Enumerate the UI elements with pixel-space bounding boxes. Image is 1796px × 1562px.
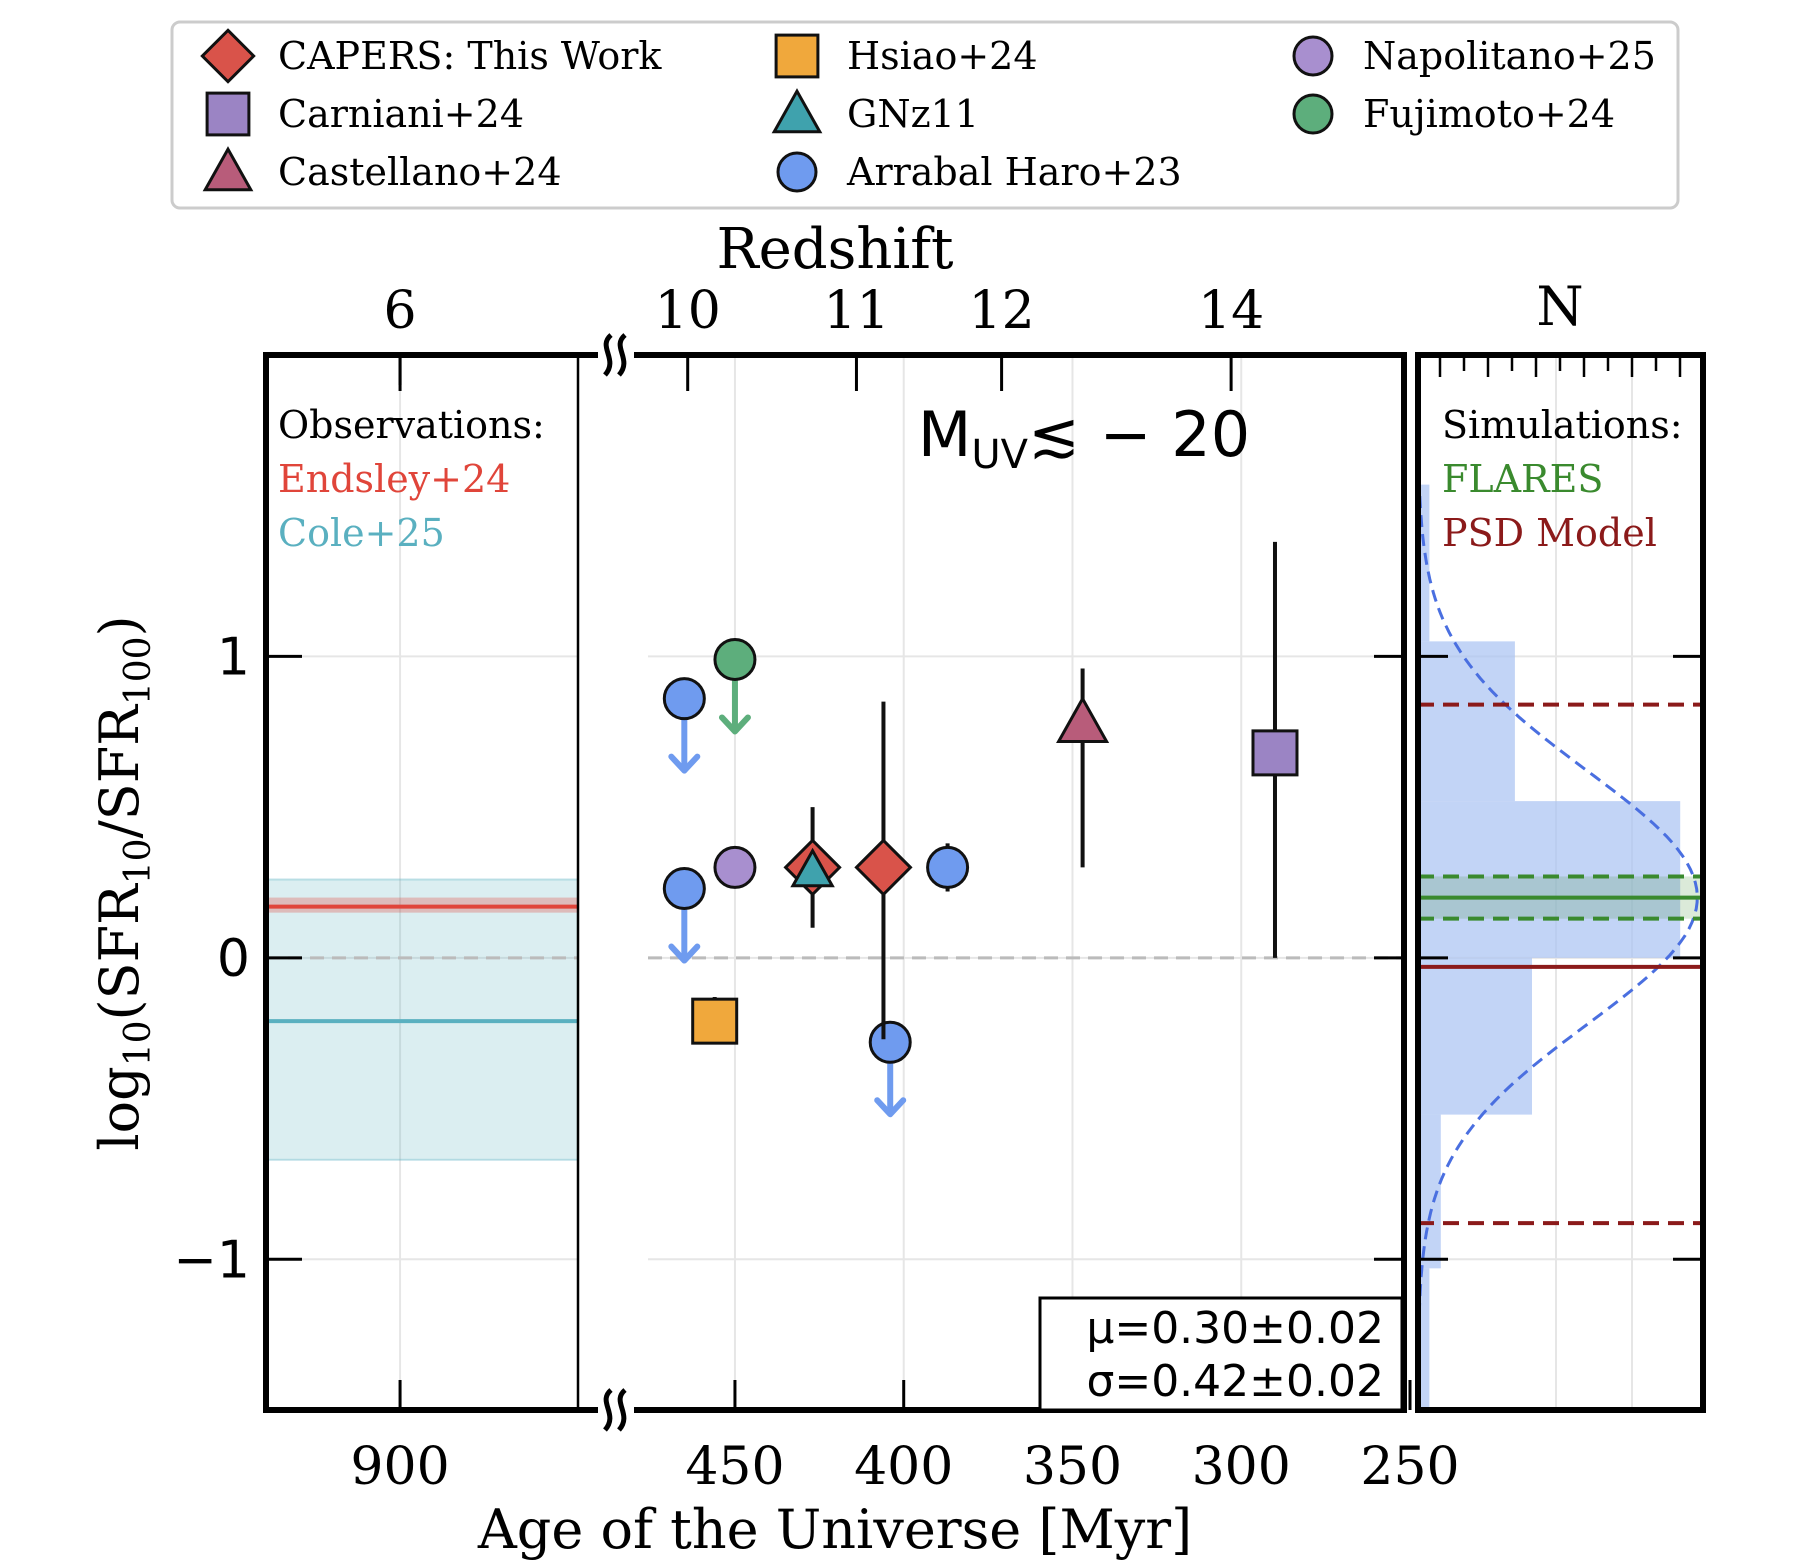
legend-label-gnz11: GNz11: [847, 92, 979, 136]
axis-break-bottom: [602, 1388, 613, 1432]
y-tick-label: 1: [217, 627, 250, 687]
simulation-label-flares: FLARES: [1442, 457, 1603, 501]
legend-label-napolitano-25: Napolitano+25: [1363, 34, 1656, 78]
legend-label-fujimoto-24: Fujimoto+24: [1363, 92, 1615, 136]
chart-title: MUV≲ − 20: [918, 398, 1250, 478]
histogram-bar: [1418, 1114, 1441, 1269]
redshift-tick-label: 12: [969, 281, 1035, 341]
legend-label-carniani-24: Carniani+24: [278, 92, 524, 136]
legend-marker-napolitano-25: [1292, 35, 1334, 77]
legend-marker-hsiao-24: [774, 33, 820, 79]
legend-label-capers-this-work: CAPERS: This Work: [278, 34, 662, 78]
x-tick-label: 900: [350, 1437, 449, 1497]
y-tick-label: 0: [217, 929, 250, 989]
y-axis-title: log10(SFR10/SFR100): [88, 615, 159, 1150]
stats-sigma: σ=0.42±0.02: [1086, 1356, 1384, 1407]
simulations-heading: Simulations:: [1442, 403, 1683, 447]
observation-label-cole-25: Cole+25: [278, 511, 445, 555]
fujimoto-24-upper-limit-arrowhead: [718, 714, 751, 735]
legend-marker-fujimoto-24: [1292, 93, 1334, 135]
legend: CAPERS: This Work Carniani+24 Castellano+2…: [170, 20, 1680, 210]
legend-label-hsiao-24: Hsiao+24: [847, 34, 1038, 78]
capers-this-work-point: [854, 838, 913, 897]
redshift-tick-label: 10: [655, 281, 721, 341]
stats-mu: μ=0.30±0.02: [1086, 1303, 1384, 1354]
legend-label-arrabal-haro-23: Arrabal Haro+23: [846, 150, 1182, 194]
axis-break-bottom-mask: [598, 1388, 634, 1432]
legend-marker-gnz11: [771, 88, 823, 134]
castellano-24-point: [1056, 695, 1110, 743]
legend-marker-carniani-24: [205, 91, 251, 137]
histogram-bar: [1418, 1268, 1430, 1410]
redshift-tick-label: 14: [1198, 281, 1264, 341]
axis-break-top: [616, 333, 627, 377]
arrabal-haro-23-upper-limit-arrowhead: [668, 943, 701, 964]
legend-marker-arrabal-haro-23: [776, 151, 818, 193]
legend-marker-castellano-24: [202, 146, 254, 192]
legend-label-castellano-24: Castellano+24: [278, 150, 562, 194]
y-tick-label: −1: [173, 1230, 250, 1290]
axis-break-top: [602, 333, 613, 377]
arrabal-haro-23-upper-limit-arrowhead: [668, 753, 701, 774]
axis-break-bottom: [616, 1388, 627, 1432]
x-tick-label: 400: [854, 1437, 953, 1497]
legend-marker-capers-this-work: [200, 28, 256, 84]
histogram-bar: [1418, 957, 1532, 1115]
redshift-tick-label: 6: [384, 281, 417, 341]
histogram-bar: [1418, 484, 1430, 642]
arrabal-haro-23-point: [662, 677, 706, 721]
arrabal-haro-23-point: [868, 1020, 912, 1064]
histogram-bar: [1418, 801, 1681, 958]
axis-break-top-mask: [598, 333, 634, 377]
hist-axis-title: N: [1536, 275, 1583, 338]
x-tick-label: 250: [1360, 1437, 1459, 1497]
arrabal-haro-23-upper-limit-arrowhead: [874, 1097, 907, 1118]
gnz11-point: [790, 847, 835, 888]
observations-heading: Observations:: [278, 403, 545, 447]
redshift-tick-label: 11: [823, 281, 889, 341]
fujimoto-24-point: [713, 637, 757, 681]
carniani-24-point: [1251, 729, 1299, 777]
observation-label-endsley-24: Endsley+24: [278, 457, 510, 501]
x-tick-label: 450: [685, 1437, 784, 1497]
top-axis-title: Redshift: [716, 217, 954, 282]
hsiao-24-point: [691, 997, 739, 1045]
arrabal-haro-23-point: [662, 867, 706, 911]
x-tick-label: 300: [1192, 1437, 1291, 1497]
histogram-bar: [1418, 641, 1515, 802]
arrabal-haro-23-point: [926, 845, 970, 889]
gaussian-fit-curve: [1416, 355, 1699, 1410]
simulation-label-psd-model: PSD Model: [1442, 511, 1657, 555]
main-axes-frame: [263, 352, 1407, 1413]
napolitano-25-point: [713, 845, 757, 889]
x-tick-label: 350: [1023, 1437, 1122, 1497]
stats-box: [1038, 1296, 1404, 1412]
x-axis-title: Age of the Universe [Myr]: [477, 1498, 1192, 1561]
